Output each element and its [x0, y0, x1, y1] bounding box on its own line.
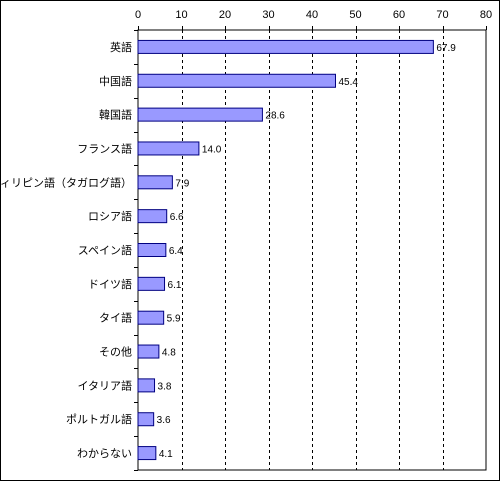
- x-tick-label: 20: [219, 9, 231, 21]
- data-label: 28.6: [265, 111, 285, 122]
- x-tick-label: 70: [436, 9, 448, 21]
- label-layer: 英語 67.9 中国語 45.4 韓国語 28.6 フランス語 14.0 フィリピン語（タガログ…: [0, 40, 456, 460]
- bar: [137, 446, 157, 461]
- category-label: わからない: [77, 447, 132, 460]
- x-tick-label: 60: [393, 9, 405, 21]
- data-label: 7.9: [175, 178, 189, 189]
- category-label: ポルトガル語: [66, 412, 132, 426]
- category-label: フランス語: [77, 141, 132, 155]
- bar: [137, 378, 156, 393]
- category-label: 中国語: [99, 74, 132, 88]
- category-label: 韓国語: [99, 108, 132, 122]
- bar: [137, 243, 167, 257]
- category-label: ロシア語: [88, 209, 132, 223]
- data-label: 45.4: [338, 77, 358, 88]
- tick-layer: 0 10 20 30 40 50 60 70 80: [134, 9, 492, 471]
- category-label: ドイツ語: [88, 277, 132, 291]
- bar: [137, 209, 168, 224]
- data-label: 14.0: [202, 144, 222, 155]
- category-label: 英語: [110, 40, 132, 54]
- data-label: 3.6: [157, 415, 171, 426]
- bar: [137, 107, 263, 122]
- bar: [137, 141, 200, 156]
- bar: [137, 310, 165, 325]
- x-tick-label: 0: [135, 9, 141, 21]
- data-label: 6.4: [169, 246, 183, 257]
- category-label: イタリア語: [77, 378, 132, 392]
- bar: [137, 73, 336, 88]
- data-label: 6.6: [170, 212, 184, 223]
- x-tick-label: 10: [175, 9, 187, 21]
- category-label: フィリピン語（タガログ語）: [0, 175, 132, 189]
- category-label: その他: [99, 346, 132, 359]
- x-tick-label: 40: [306, 9, 318, 21]
- category-label: タイ語: [99, 311, 132, 325]
- bar: [137, 344, 160, 359]
- bar: [137, 412, 155, 427]
- data-label: 3.8: [158, 381, 172, 392]
- x-tick-label: 30: [262, 9, 274, 21]
- data-label: 6.1: [168, 280, 182, 291]
- data-label: 5.9: [167, 314, 181, 325]
- data-label: 4.8: [162, 348, 176, 359]
- data-label: 4.1: [159, 449, 173, 460]
- data-label: 67.9: [436, 43, 456, 54]
- x-tick-label: 80: [480, 9, 492, 21]
- bar: [137, 175, 173, 190]
- bar-layer: [137, 39, 434, 461]
- bar: [137, 39, 434, 54]
- x-tick-label: 50: [349, 9, 361, 21]
- bar: [137, 276, 166, 291]
- grid-layer: [137, 29, 487, 471]
- category-label: スペイン語: [78, 243, 132, 257]
